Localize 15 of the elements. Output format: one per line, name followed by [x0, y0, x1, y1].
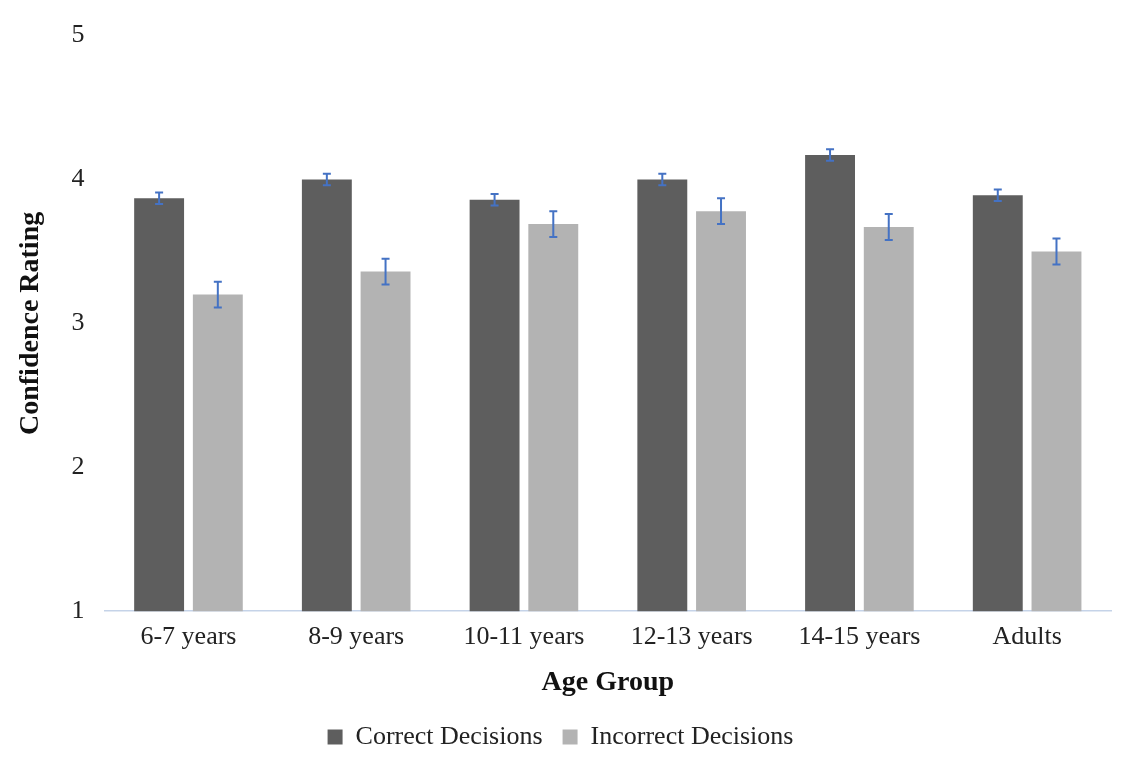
y-tick-label: 4: [71, 163, 85, 193]
legend-label: Correct Decisions: [355, 720, 543, 750]
y-tick-label: 1: [71, 595, 85, 625]
x-tick-label: 14-15 years: [798, 620, 921, 650]
x-tick-label: Adults: [992, 620, 1062, 650]
y-tick-label: 5: [71, 19, 85, 49]
x-axis-title: Age Group: [541, 665, 675, 697]
x-tick-label: 8-9 years: [308, 620, 405, 650]
y-axis-title: Confidence Rating: [13, 211, 45, 436]
y-tick-label: 2: [71, 451, 85, 481]
x-tick-label: 12-13 years: [630, 620, 753, 650]
y-tick-label: 3: [71, 307, 85, 337]
x-tick-label: 6-7 years: [140, 620, 237, 650]
x-tick-label: 10-11 years: [463, 620, 585, 650]
legend-label: Incorrect Decisions: [590, 720, 794, 750]
